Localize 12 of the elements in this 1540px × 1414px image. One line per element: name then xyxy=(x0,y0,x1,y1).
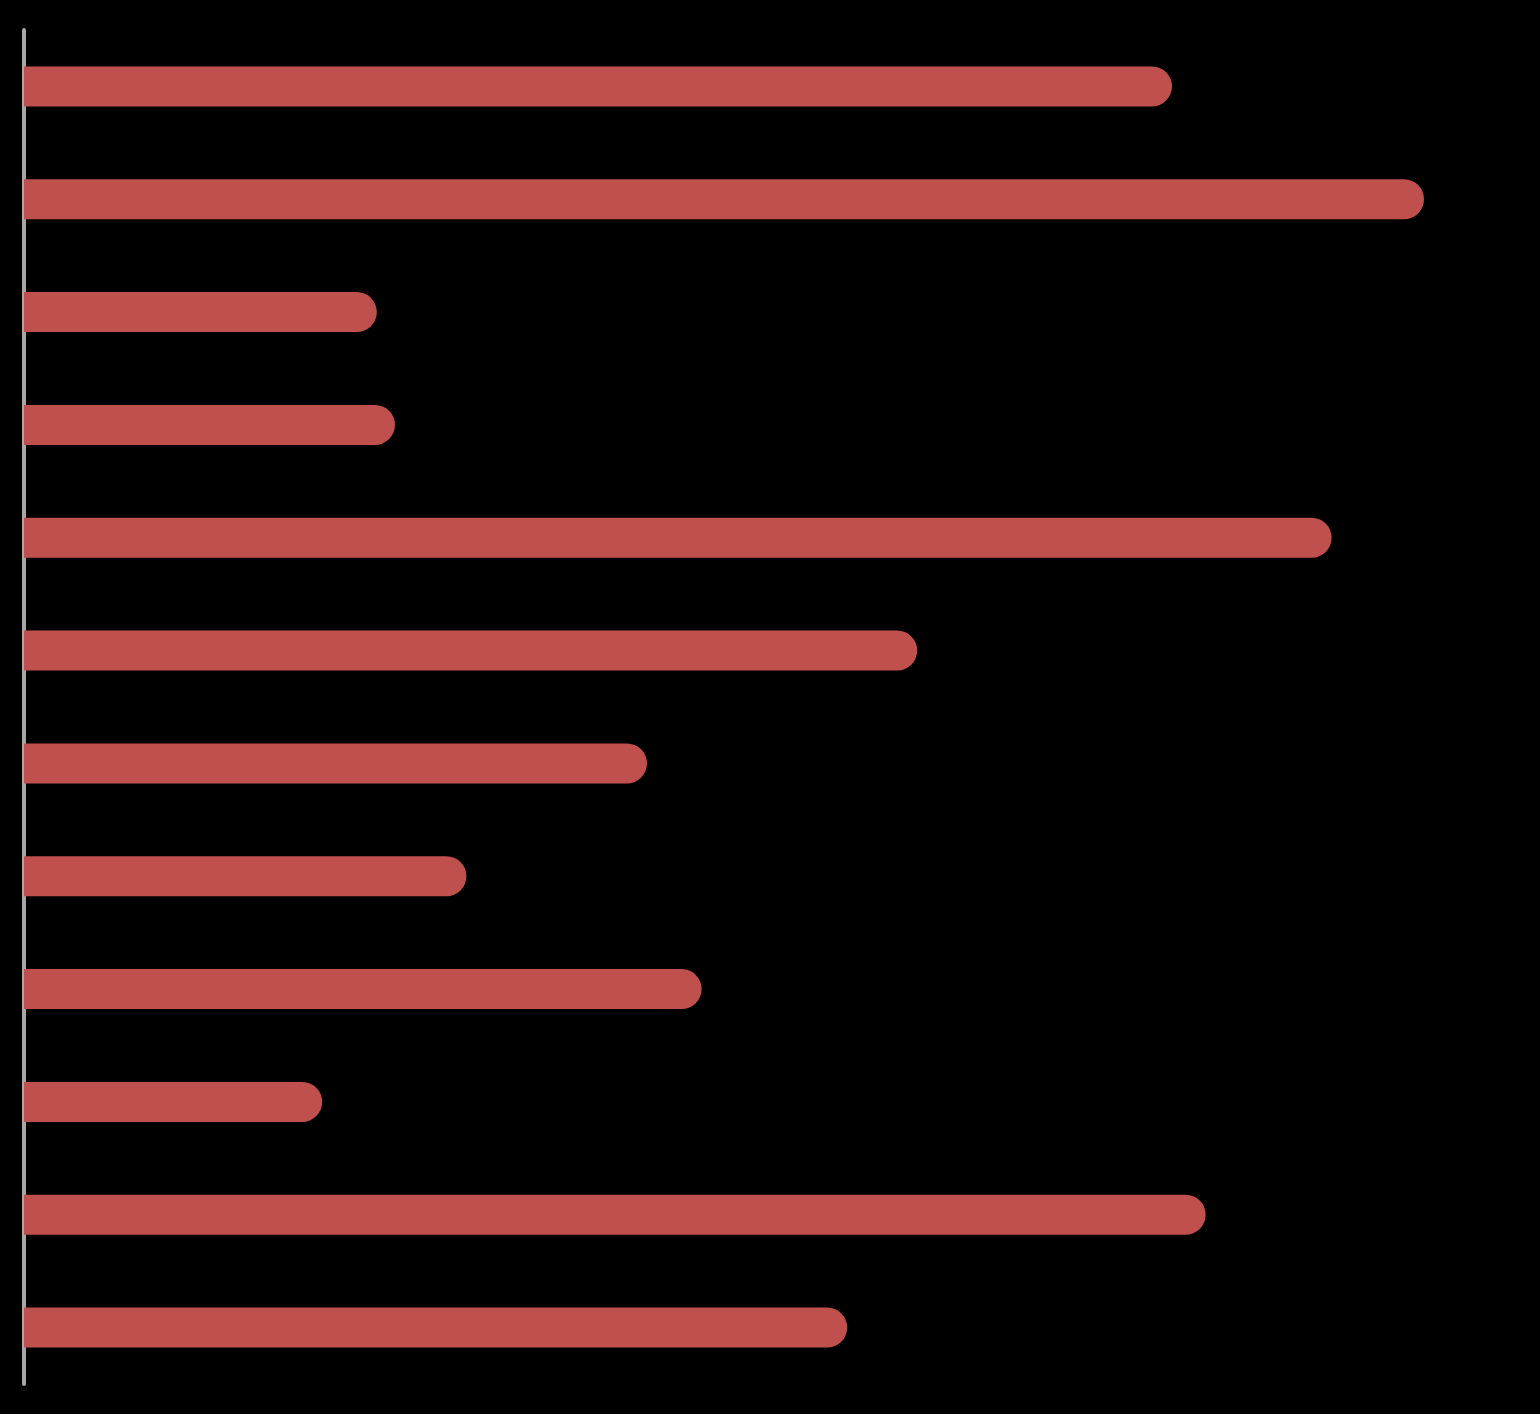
bar xyxy=(24,743,647,784)
bar xyxy=(24,856,467,897)
bar xyxy=(24,1307,848,1348)
bar xyxy=(24,969,702,1010)
bar xyxy=(24,517,1332,558)
bar xyxy=(24,292,377,333)
bar xyxy=(24,66,1172,107)
bar xyxy=(24,630,918,671)
bar xyxy=(24,179,1424,220)
bar xyxy=(24,1081,323,1122)
bar xyxy=(24,404,395,445)
bar xyxy=(24,1194,1206,1235)
